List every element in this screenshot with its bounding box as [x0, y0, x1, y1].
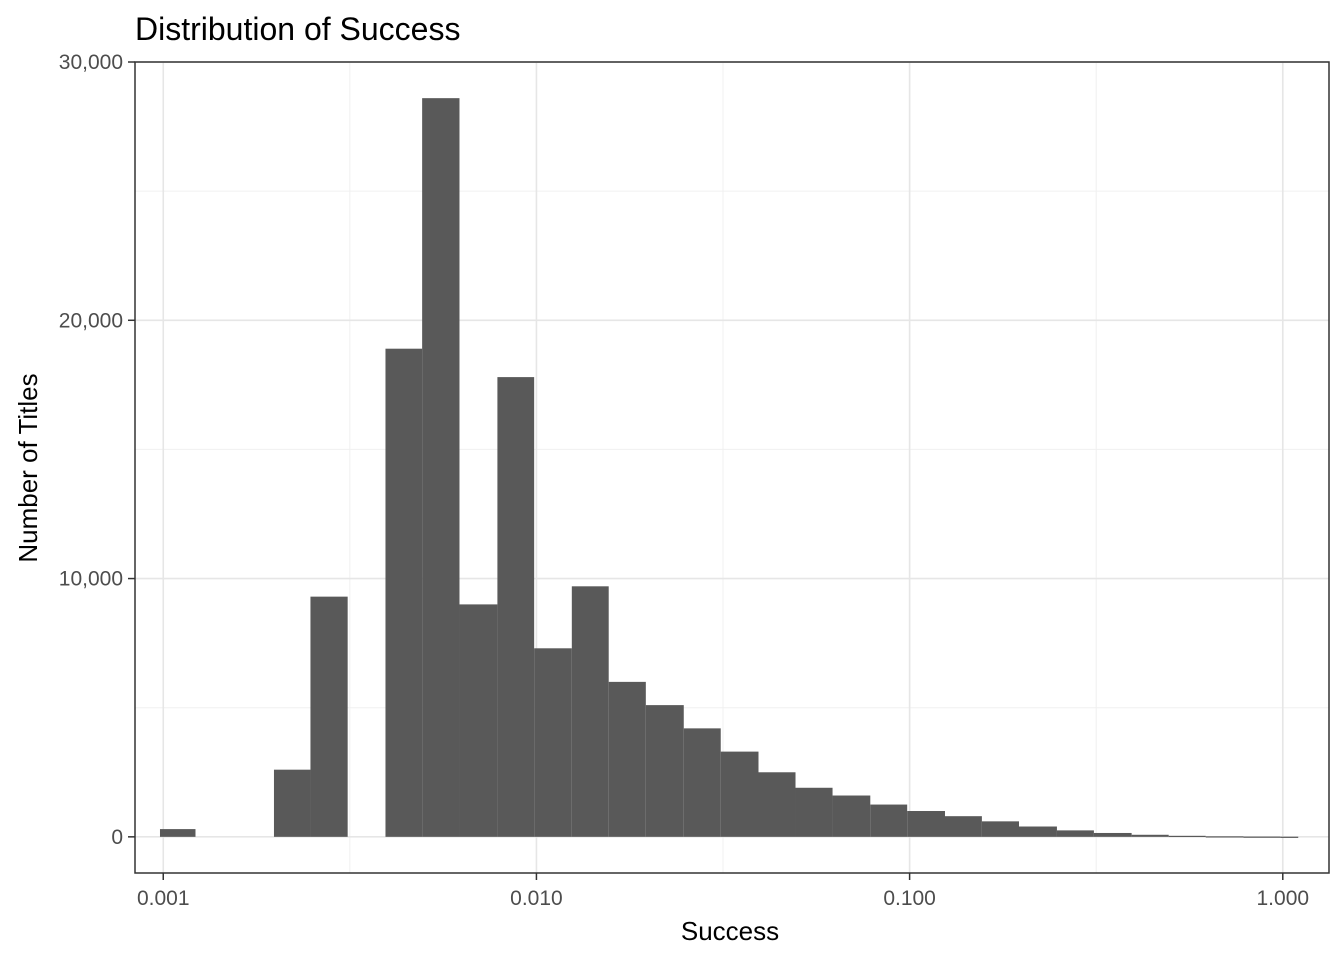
histogram-bars: [159, 98, 1299, 838]
histogram-bar: [497, 377, 535, 837]
histogram-bar: [1243, 836, 1281, 838]
y-tick-label: 0: [111, 826, 123, 849]
histogram-bar: [832, 795, 871, 837]
histogram-bar: [459, 604, 498, 837]
histogram-bar: [683, 728, 721, 837]
histogram-bar: [981, 821, 1019, 837]
histogram-bar: [534, 648, 572, 837]
histogram-bar: [870, 804, 908, 837]
histogram-bar: [159, 829, 196, 837]
x-tick-label: 1.000: [1257, 887, 1310, 910]
histogram-bar: [1056, 830, 1094, 837]
histogram-bar: [1093, 832, 1132, 837]
x-tick-label: 0.001: [137, 887, 190, 910]
histogram-bar: [907, 811, 945, 837]
histogram-bar: [1168, 835, 1206, 838]
histogram-bar: [795, 787, 833, 837]
histogram-bar: [310, 596, 348, 837]
histogram-bar: [1205, 836, 1244, 838]
histogram-bar: [422, 98, 460, 837]
y-axis-title: Number of Titles: [13, 373, 43, 562]
x-axis-title: Success: [681, 916, 779, 946]
y-tick-label: 20,000: [59, 309, 123, 332]
x-tick-label: 0.100: [883, 887, 936, 910]
y-tick-label: 30,000: [59, 51, 123, 74]
histogram-bar: [385, 348, 423, 837]
histogram-bar: [758, 772, 796, 837]
histogram-bar: [571, 586, 609, 837]
histogram-bar: [720, 751, 759, 837]
axes: 0 10,000 20,000 30,000 0.001 0.010 0.100 1.000: [59, 51, 1309, 910]
histogram-bar: [645, 705, 684, 837]
histogram-bar: [273, 769, 311, 837]
y-tick-label: 10,000: [59, 568, 123, 591]
chart-title: Distribution of Success: [135, 11, 460, 47]
histogram-bar: [1131, 834, 1169, 837]
histogram-bar: [1280, 836, 1299, 838]
histogram-bar: [944, 816, 982, 837]
histogram-bar: [1018, 826, 1057, 837]
x-tick-label: 0.010: [510, 887, 563, 910]
plot-border: [134, 61, 1330, 874]
histogram-bar: [608, 681, 646, 837]
